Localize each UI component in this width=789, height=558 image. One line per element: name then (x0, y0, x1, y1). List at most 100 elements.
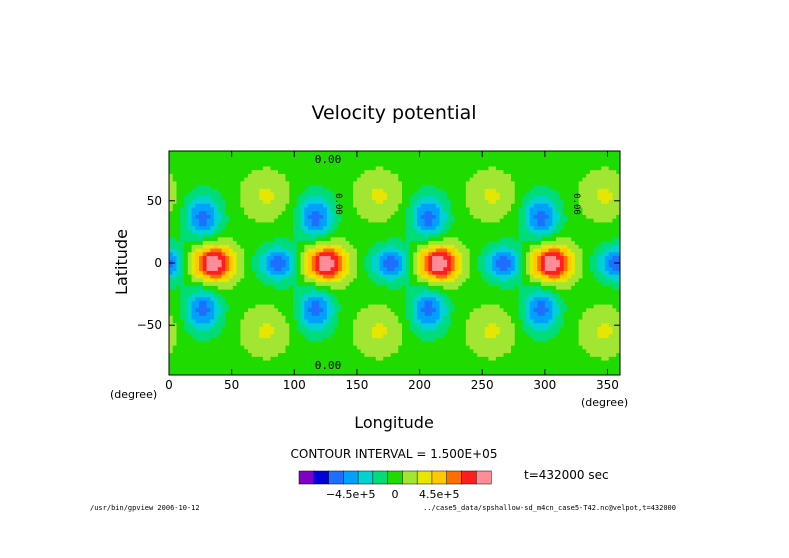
heatmap-cell (217, 165, 223, 171)
heatmap-cell (349, 192, 354, 197)
heatmap-cell (334, 274, 339, 279)
heatmap-cell (289, 255, 294, 260)
heatmap-cell (285, 300, 290, 305)
heatmap-cell (402, 319, 407, 324)
heatmap-cell (187, 296, 193, 301)
heatmap-cell (368, 188, 373, 193)
heatmap-cell (195, 266, 200, 271)
heatmap-cell (206, 371, 211, 376)
heatmap-cell (330, 236, 335, 242)
heatmap-cell (334, 348, 339, 354)
heatmap-cell (323, 348, 328, 354)
heatmap-cell (262, 240, 268, 245)
heatmap-cell (469, 337, 474, 342)
heatmap-cell (240, 169, 245, 174)
heatmap-cell (232, 348, 238, 354)
heatmap-cell (210, 277, 215, 283)
heatmap-cell (277, 236, 283, 242)
heatmap-cell (221, 195, 226, 201)
heatmap-cell (462, 195, 467, 201)
heatmap-cell (398, 248, 403, 253)
heatmap-cell (420, 248, 426, 253)
heatmap-cell (214, 274, 219, 279)
heatmap-cell (454, 214, 459, 219)
heatmap-cell (349, 244, 354, 249)
heatmap-cell (420, 363, 426, 369)
heatmap-cell (417, 225, 422, 230)
heatmap-cell (326, 371, 332, 376)
heatmap-cell (172, 311, 178, 316)
heatmap-cell (338, 274, 343, 279)
heatmap-cell (334, 363, 339, 369)
heatmap-cell (349, 207, 354, 212)
heatmap-cell (176, 151, 181, 156)
heatmap-cell (315, 289, 320, 294)
heatmap-cell (398, 322, 403, 327)
heatmap-cell (262, 188, 268, 193)
heatmap-cell (345, 210, 350, 215)
heatmap-cell (229, 229, 234, 234)
heatmap-cell (274, 229, 279, 234)
heatmap-cell (424, 236, 429, 242)
heatmap-cell (270, 214, 275, 219)
heatmap-cell (172, 330, 178, 335)
heatmap-cell (435, 367, 441, 372)
heatmap-cell (338, 221, 343, 227)
heatmap-cell (379, 296, 384, 301)
heatmap-cell (221, 322, 226, 327)
heatmap-cell (180, 162, 185, 167)
heatmap-cell (356, 322, 362, 327)
heatmap-cell (465, 289, 471, 294)
heatmap-cell (428, 315, 433, 320)
heatmap-cell (195, 188, 200, 193)
heatmap-cell (266, 345, 271, 350)
heatmap-cell (232, 214, 238, 219)
heatmap-cell (180, 195, 185, 201)
heatmap-cell (247, 300, 253, 305)
heatmap-cell (443, 259, 448, 264)
heatmap-cell (289, 195, 294, 201)
heatmap-cell (296, 333, 302, 339)
heatmap-cell (409, 259, 414, 264)
heatmap-cell (454, 326, 459, 331)
heatmap-cell (244, 289, 249, 294)
heatmap-cell (477, 177, 482, 182)
heatmap-cell (187, 203, 193, 208)
heatmap-cell (199, 304, 204, 309)
heatmap-cell (326, 259, 332, 264)
heatmap-cell (315, 184, 320, 189)
heatmap-cell (338, 304, 343, 309)
heatmap-cell (304, 322, 309, 327)
heatmap-cell (386, 214, 392, 219)
heatmap-cell (465, 240, 471, 245)
heatmap-cell (390, 289, 395, 294)
heatmap-cell (356, 233, 362, 238)
heatmap-cell (450, 281, 456, 286)
heatmap-cell (247, 221, 253, 227)
heatmap-cell (458, 352, 463, 357)
heatmap-cell (477, 154, 482, 159)
heatmap-cell (424, 360, 429, 365)
heatmap-cell (244, 184, 249, 189)
heatmap-cell (259, 270, 264, 275)
heatmap-cell (191, 326, 196, 331)
heatmap-cell (236, 165, 241, 171)
heatmap-cell (326, 162, 332, 167)
heatmap-cell (375, 266, 380, 271)
heatmap-cell (420, 292, 426, 298)
heatmap-cell (277, 240, 283, 245)
heatmap-cell (281, 360, 287, 365)
heatmap-cell (225, 367, 230, 372)
heatmap-cell (364, 214, 369, 219)
heatmap-cell (176, 221, 181, 227)
heatmap-cell (262, 367, 268, 372)
heatmap-cell (326, 263, 332, 268)
heatmap-cell (477, 225, 482, 230)
heatmap-cell (379, 221, 384, 227)
heatmap-cell (424, 266, 429, 271)
heatmap-cell (330, 281, 335, 286)
heatmap-cell (304, 311, 309, 316)
heatmap-cell (315, 240, 320, 245)
heatmap-cell (293, 341, 298, 346)
